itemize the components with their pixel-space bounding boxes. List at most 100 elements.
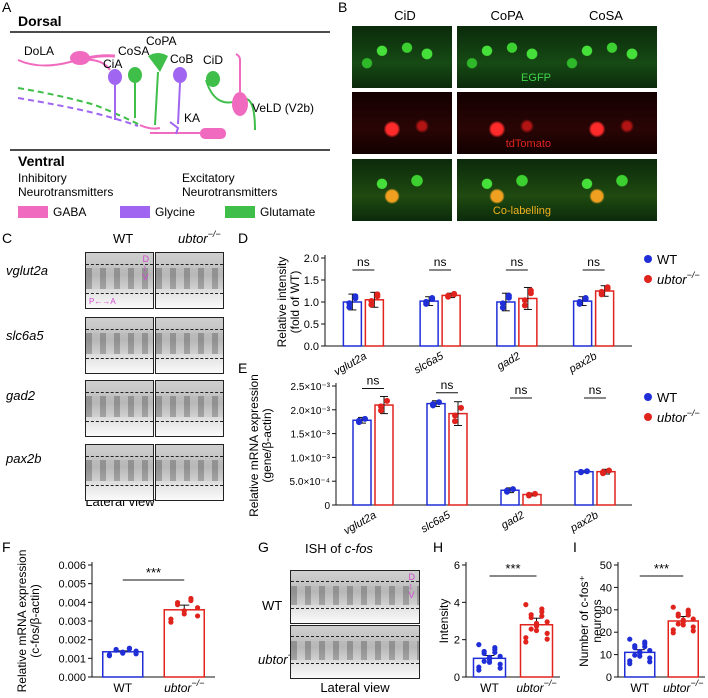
chartH-xtick-label: WT (480, 681, 499, 695)
chartD-legend-label: ubtor−/− (657, 270, 700, 287)
chartI-sig-label: *** (654, 561, 669, 576)
chartH-point (533, 620, 540, 626)
chartE-point (510, 486, 516, 493)
chartI-xtick-label: ubtor−/− (663, 678, 703, 695)
chartD-ytick-label: 0.5 (304, 319, 319, 331)
chartI-ytick-label: 0 (606, 672, 612, 684)
cid-soma (206, 71, 220, 87)
chartI-ylabel: neurons (590, 599, 604, 642)
chartD-legend-label: WT (657, 252, 677, 267)
chartI-ytick-label: 10 (600, 650, 612, 662)
chartD-point (527, 287, 534, 294)
chartF-sig-label: *** (146, 565, 161, 580)
chartH-point (497, 665, 503, 671)
c-ish-image-vglut2a-wt: D ↕ V P←→A (85, 252, 154, 309)
chartD-ytick-label: 0.0 (304, 341, 319, 353)
chartF-point (133, 651, 139, 657)
b-col-cid: CiD (394, 8, 416, 23)
chartH-point (476, 642, 482, 648)
chartH-point (533, 627, 540, 634)
chart-d: 0.0 0.5 1.0 1.5 2.0 Relative intensity (fold o… (275, 252, 700, 378)
chartD-point (505, 292, 512, 299)
chartH-point (497, 661, 503, 667)
chartE-sig-label: ns (515, 383, 528, 397)
chartF-ytick-label: 0.004 (58, 597, 86, 609)
panel-label-a: A (2, 0, 12, 15)
b-image-copa-co-labelling (457, 159, 557, 221)
chartE-point (532, 490, 538, 497)
b-row-label-egfp: EGFP (521, 72, 551, 84)
chartE-xtick-label: pax2b (568, 509, 601, 535)
chartE-sig-label: ns (441, 378, 454, 392)
legend-label-glycine: Glycine (155, 205, 195, 219)
chartH-sig-label: *** (505, 561, 520, 576)
cosa-axon-contralateral (17, 87, 141, 126)
ka-soma (200, 128, 226, 139)
chartE-sig-label: ns (367, 373, 380, 387)
panel-label-h: H (433, 539, 443, 555)
c-ish-image-gad2-mut (155, 380, 224, 437)
chartD-xtick-label: pax2b (566, 350, 599, 376)
b-col-copa: CoPA (491, 8, 524, 23)
chartE-legend-marker (644, 393, 652, 401)
chartI-point (627, 636, 633, 642)
chartD-point (429, 294, 436, 301)
panel-label-b: B (338, 0, 347, 15)
copa-process (154, 71, 159, 126)
dola-axon (17, 58, 111, 71)
chartI-ytick-label: 30 (600, 605, 612, 617)
c-ish-image-pax2b-wt (85, 444, 154, 501)
b-image-copa-tdtomato (457, 92, 557, 154)
chartH-xtick-label: ubtor−/− (516, 678, 556, 695)
chartD-point (451, 290, 458, 297)
chartD-bar-slc6a5-wt (419, 300, 439, 347)
chartD-point (499, 304, 506, 311)
chartI-point (670, 630, 676, 636)
panel-label-c: C (2, 230, 12, 246)
chartD-xtick-label: gad2 (495, 350, 522, 373)
chartF-ylabel: Relative mRNA expression (15, 550, 29, 693)
chartH-point (544, 619, 550, 625)
chartE-point (526, 491, 532, 498)
chartI-ytick-label: 20 (600, 627, 612, 639)
b-row-label-holder: tdTomato (457, 92, 557, 154)
cia-soma (108, 69, 122, 85)
chartI-point (632, 645, 638, 651)
chartD-point (499, 300, 506, 307)
chartI-point (675, 613, 681, 619)
b-image-cosa-tdtomato (557, 92, 657, 154)
copa-soma (148, 53, 168, 72)
chartE-ytick-label: 1.5×10⁻³ (291, 430, 331, 441)
chartE-xtick-label: slc6a5 (419, 509, 453, 536)
chartE-point (600, 469, 606, 476)
chartF-point (106, 653, 113, 659)
chartF-point (194, 605, 201, 611)
chartD-point (521, 297, 528, 304)
chartH-point (528, 626, 534, 632)
chartF-point (126, 646, 133, 652)
chartF-ylabel: (c-fos/β-actin) (28, 584, 42, 658)
chartF-ytick-label: 0.001 (58, 653, 86, 665)
chartH-point (476, 667, 482, 673)
chartD-sig-label: ns (511, 255, 524, 269)
neurotransmitter-legend: GABA Glycine Glutamate (18, 205, 316, 219)
panel-label-d: D (238, 230, 248, 246)
chartD-point (598, 288, 605, 295)
panel-label-g: G (258, 539, 269, 555)
chartD-point (521, 302, 528, 309)
legend-swatch-glutamate (225, 206, 255, 218)
chartD-ytick-label: 2.0 (304, 253, 319, 265)
chartD-sig-label: ns (587, 255, 600, 269)
c-mut-header: ubtor−/− (178, 229, 221, 246)
legend-label-glutamate: Glutamate (260, 205, 316, 219)
chartD-ytick-label: 1.5 (304, 275, 319, 287)
chartD-point (582, 294, 589, 301)
chartE-ytick-label: 5.0×10⁻⁴ (290, 477, 330, 488)
g-title: ISH of c-fos (305, 541, 373, 556)
cob-label: CoB (170, 52, 193, 66)
veld-label: VeLD (V2b) (252, 101, 314, 115)
cia-axon-contralateral (17, 97, 139, 127)
dorsal-label: Dorsal (18, 13, 62, 29)
chartI-point (690, 628, 696, 634)
chartI-point (690, 624, 696, 630)
